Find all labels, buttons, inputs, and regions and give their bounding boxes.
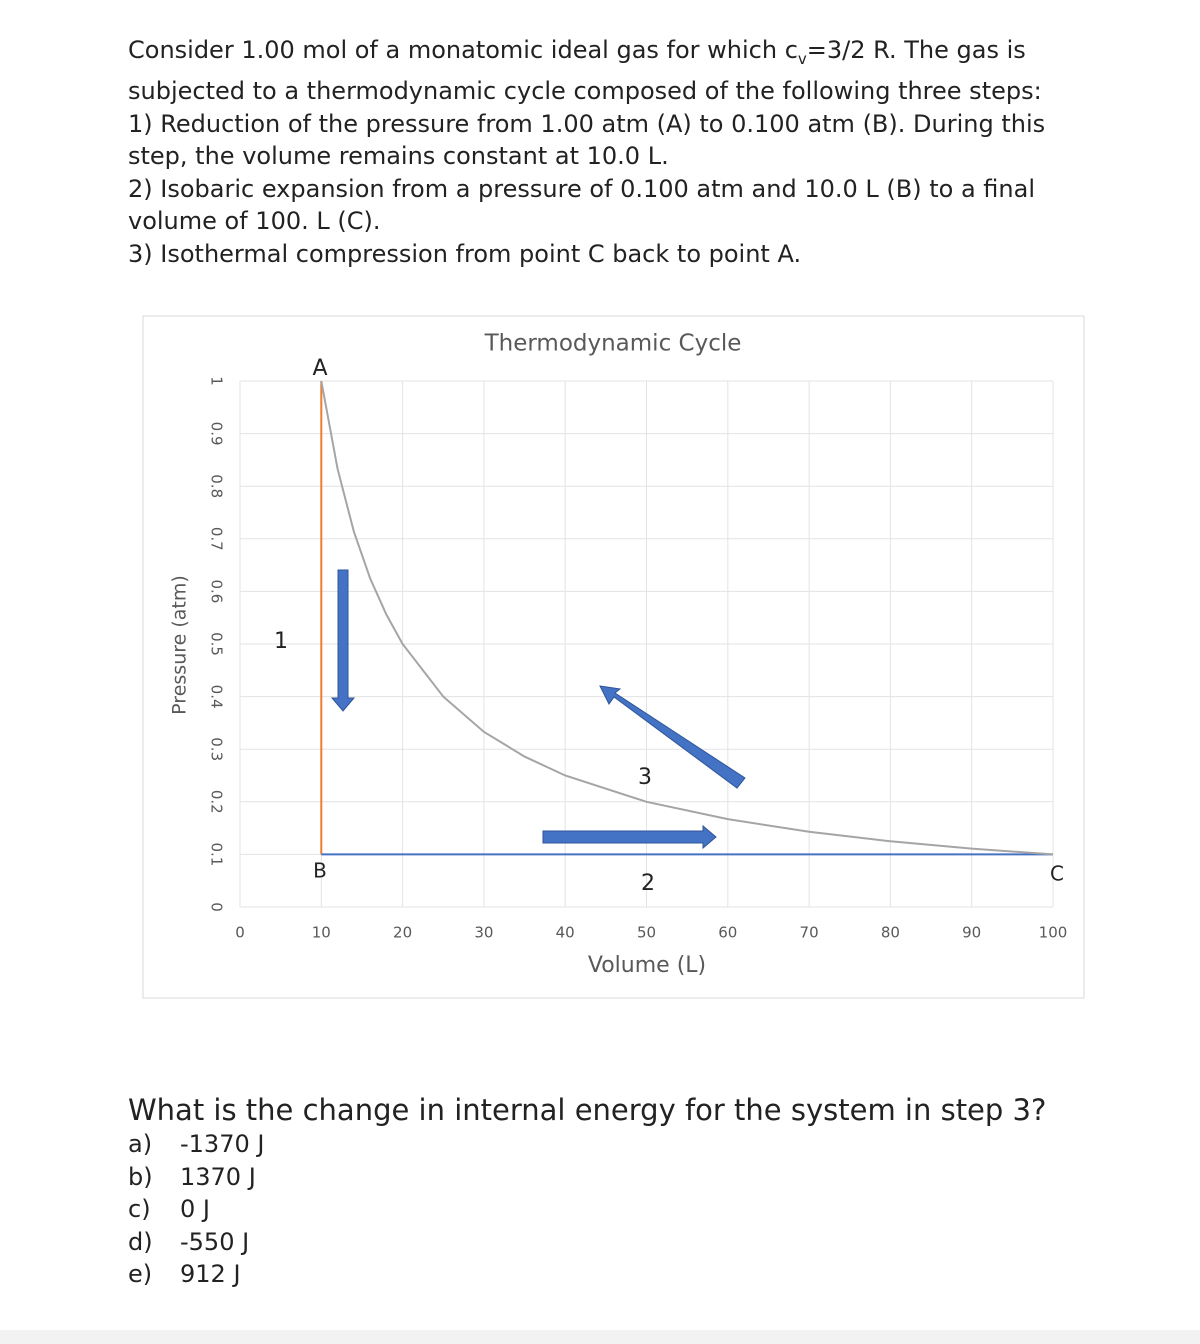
x-tick-label: 90	[962, 924, 981, 942]
option-letter: c)	[128, 1195, 151, 1223]
option: e) 912 J	[128, 1258, 241, 1291]
option-text: 912 J	[180, 1260, 241, 1288]
problem-text: Consider 1.00 mol of a monatomic ideal g…	[128, 34, 1088, 270]
step: 3) Isothermal compression from point C b…	[128, 239, 802, 268]
y-tick-label: 0.7	[208, 527, 226, 551]
question: What is the change in internal energy fo…	[128, 1093, 1047, 1127]
x-tick-label: 20	[393, 924, 412, 942]
arrows	[330, 569, 746, 850]
x-tick-label: 40	[556, 924, 575, 942]
option-letter: b)	[128, 1162, 153, 1191]
chart-title: Thermodynamic Cycle	[484, 331, 742, 357]
intro-text: =3/2 R. The gas is subjected to a thermo…	[128, 36, 1042, 106]
grid: 00.10.20.30.40.50.60.70.80.910 10 20 30 40 50…	[208, 376, 1068, 941]
y-tick-label: 0.8	[208, 474, 226, 498]
option: a) -1370 J	[128, 1128, 264, 1161]
x-tick-label: 80	[881, 924, 900, 942]
y-axis-label: Pressure (atm)	[169, 575, 191, 715]
y-tick-label: 0.9	[208, 422, 226, 446]
annotations: A B C 1 2 3	[274, 356, 1064, 896]
x-tick-label: 0	[235, 924, 245, 942]
step: 1) Reduction of the pressure from 1.00 a…	[128, 109, 1046, 171]
intro-text: Consider 1.00 mol of a monatomic ideal g…	[128, 36, 798, 64]
x-tick-label: 70	[800, 924, 819, 942]
option-text: -550 J	[180, 1227, 250, 1256]
y-tick-label: 0.6	[208, 579, 226, 603]
x-tick-label: 10	[312, 924, 331, 942]
arrow-diagonal	[599, 685, 746, 789]
annotation: C	[1050, 862, 1064, 886]
arrow-down	[330, 569, 356, 712]
option-letter: e)	[128, 1260, 153, 1288]
series-line	[320, 380, 1054, 856]
x-tick-label: 50	[637, 924, 656, 942]
annotation: 3	[638, 765, 652, 790]
intro-sub: v	[797, 49, 807, 68]
option-text: -1370 J	[180, 1130, 265, 1158]
x-axis-label: Volume (L)	[588, 953, 706, 978]
annotation: 2	[641, 871, 655, 896]
x-tick-label: 60	[718, 924, 737, 942]
annotation: B	[313, 859, 327, 883]
x-tick-label: 30	[474, 924, 493, 942]
option-text: 1370 J	[180, 1162, 256, 1191]
bottom-bar	[0, 1330, 1200, 1344]
y-tick-label: 0.2	[208, 790, 226, 814]
option-letter: d)	[128, 1227, 153, 1256]
intro: Consider 1.00 mol of a monatomic ideal g…	[128, 34, 1088, 108]
option-text: 0 J	[180, 1195, 210, 1223]
option: b) 1370 J	[128, 1161, 256, 1194]
annotation: 1	[274, 629, 288, 654]
step: 2) Isobaric expansion from a pressure of…	[128, 174, 1035, 236]
y-tick-label: 0	[208, 902, 226, 912]
annotation: A	[312, 356, 327, 381]
y-tick-label: 0.4	[208, 685, 226, 709]
y-tick-label: 0.1	[208, 842, 226, 866]
x-tick-label: 100	[1039, 924, 1068, 942]
y-tick-label: 0.5	[208, 632, 226, 656]
option: c) 0 J	[128, 1193, 210, 1226]
option-letter: a)	[128, 1130, 153, 1158]
y-tick-label: 1	[208, 376, 226, 386]
arrow-right	[542, 824, 717, 850]
series	[320, 380, 1054, 856]
chart-frame	[142, 315, 1085, 999]
option: d) -550 J	[128, 1226, 249, 1259]
y-tick-label: 0.3	[208, 737, 226, 761]
